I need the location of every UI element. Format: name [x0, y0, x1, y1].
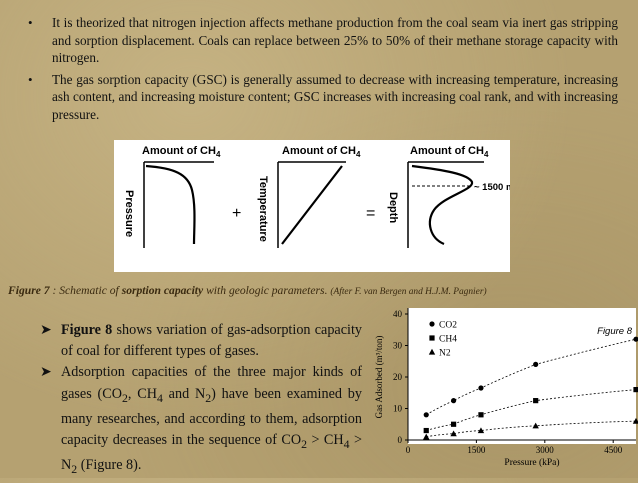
y-tick-label: 0 — [398, 435, 403, 445]
y-tick-label: 40 — [393, 309, 403, 319]
data-point-ch4 — [478, 412, 484, 418]
caption-bold: sorption capacity — [121, 284, 204, 297]
bullet-text-part: , CH — [127, 385, 157, 402]
y-axis-label: Gas Adsorbed (m³/ton) — [374, 336, 384, 419]
x-tick-label: 0 — [406, 445, 411, 455]
depth-annotation: ~ 1500 m — [474, 182, 510, 193]
bullet-text: The gas sorption capacity (GSC) is gener… — [52, 71, 618, 122]
bullet-text-part: ) have been examined by many researches,… — [61, 385, 362, 448]
panel1-axis-label: Pressure — [123, 190, 135, 237]
y-tick-label: 30 — [393, 341, 403, 351]
data-point-co2 — [451, 398, 457, 404]
data-point-co2 — [633, 336, 638, 342]
bullet-text-part: Adsorption capacities of the three major… — [61, 364, 362, 402]
panel3-curve — [411, 164, 474, 246]
bullet-text-part: > N — [61, 431, 362, 473]
legend-marker-n2 — [428, 348, 436, 355]
subscript: 4 — [343, 436, 350, 451]
figure8-tag: Figure 8 — [597, 326, 633, 337]
figure7-svg: Amount of CH4 Pressure + Amount of CH4 T… — [123, 145, 510, 248]
figure7-schematic: Amount of CH4 Pressure + Amount of CH4 T… — [114, 140, 510, 272]
subscript: 4 — [156, 390, 163, 405]
data-point-n2 — [450, 430, 457, 437]
caption-source: (After F. van Bergen and H.J.M. Pagnier) — [330, 287, 487, 297]
data-point-n2 — [532, 422, 539, 429]
figure8-svg: 0 10 20 30 40 0 1500 3000 4500 Pressure (kPa) Gas … — [374, 308, 638, 468]
panel3-axis-label: Depth — [387, 192, 399, 223]
series-line-n2 — [426, 420, 637, 438]
data-point-ch4 — [533, 398, 539, 404]
bullet-gsc: • The gas sorption capacity (GSC) is gen… — [18, 71, 618, 124]
subscript: 2 — [205, 390, 212, 405]
data-point-ch4 — [451, 421, 457, 427]
series-line-co2 — [426, 338, 637, 416]
figure8-chart: 0 10 20 30 40 0 1500 3000 4500 Pressure (kPa) Gas … — [372, 304, 638, 478]
data-point-n2 — [632, 417, 638, 424]
caption-rest: with geologic parameters. — [203, 284, 331, 297]
caption-figure-label: Figure 7 — [8, 284, 50, 297]
x-axis-label: Pressure (kPa) — [504, 457, 559, 468]
bottom-bullet-list: ➤ Figure 8 shows variation of gas-adsorp… — [40, 320, 362, 480]
bullet-text-part: > CH — [307, 431, 344, 448]
data-point-co2 — [478, 385, 484, 391]
figure7-caption: Figure 7 : Schematic of sorption capacit… — [8, 284, 487, 297]
data-point-co2 — [423, 412, 429, 418]
data-point-co2 — [533, 361, 539, 367]
legend-label-n2: N2 — [439, 349, 451, 359]
series-line-ch4 — [426, 389, 637, 431]
legend-label-co2: CO2 — [439, 321, 457, 331]
y-tick-label: 20 — [393, 372, 403, 382]
bullet-dot: • — [28, 15, 33, 30]
arrow-bullet-icon: ➤ — [40, 365, 52, 381]
panel1-curve — [145, 164, 196, 245]
bullet-dot: • — [28, 71, 33, 87]
bullet-adsorption: ➤ Adsorption capacities of the three maj… — [40, 362, 362, 480]
x-tick-label: 4500 — [604, 445, 623, 455]
top-bullet-list: • It is theorized that nitrogen injectio… — [18, 14, 618, 127]
bullet-figure8: ➤ Figure 8 shows variation of gas-adsorp… — [40, 320, 362, 362]
x-tick-label: 3000 — [536, 445, 555, 455]
equals-operator: = — [366, 205, 375, 222]
caption-text: : Schematic of — [49, 284, 122, 297]
panel2-axis-label: Temperature — [257, 176, 269, 242]
legend-label-ch4: CH4 — [439, 335, 457, 345]
plus-operator: + — [232, 205, 241, 222]
subscript: 2 — [71, 461, 78, 476]
bullet-text-part: (Figure 8). — [77, 456, 142, 473]
legend-marker-co2 — [429, 321, 435, 327]
panel2-title: Amount of CH4 — [282, 145, 361, 159]
x-tick-label: 1500 — [467, 445, 486, 455]
plot-background — [408, 308, 636, 444]
data-point-ch4 — [633, 387, 638, 393]
bullet-bold: Figure 8 — [61, 322, 113, 338]
arrow-bullet-icon: ➤ — [40, 323, 52, 338]
legend-marker-ch4 — [429, 335, 435, 341]
data-point-n2 — [423, 433, 430, 440]
subscript: 2 — [301, 436, 308, 451]
bullet-text-part: and N — [162, 385, 206, 402]
bullet-text: It is theorized that nitrogen injection … — [52, 15, 618, 65]
panel3-title: Amount of CH4 — [410, 145, 489, 159]
panel2-line — [281, 165, 343, 245]
panel1-title: Amount of CH4 — [142, 145, 221, 159]
bullet-nitrogen: • It is theorized that nitrogen injectio… — [18, 14, 618, 67]
subscript: 2 — [121, 390, 128, 405]
data-point-n2 — [477, 427, 485, 434]
y-tick-label: 10 — [393, 404, 403, 414]
bullet-text: shows variation of gas-adsorption capaci… — [61, 322, 363, 360]
data-point-ch4 — [423, 427, 429, 434]
